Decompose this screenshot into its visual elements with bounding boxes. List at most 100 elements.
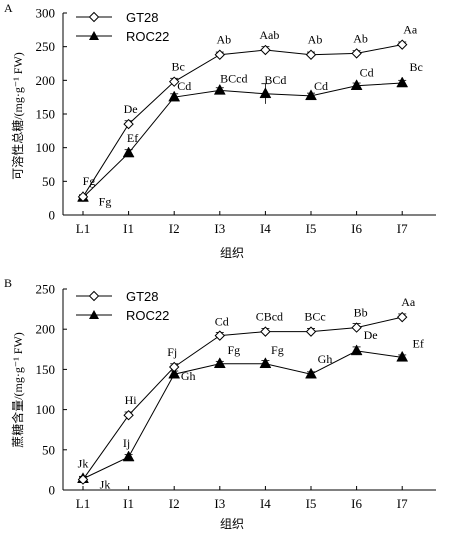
- data-label-roc22: Bc: [410, 60, 423, 74]
- point-gt28: [260, 44, 271, 56]
- y-tick-label: 50: [42, 174, 55, 189]
- panel-a-x-ticks: L1 I1 I2 I3 I4 I5 I6 I7: [76, 211, 408, 236]
- x-tick-label: I3: [214, 496, 225, 511]
- point-roc22: [213, 83, 226, 95]
- y-tick-label: 150: [36, 107, 56, 122]
- y-tick-label: 0: [49, 483, 56, 498]
- point-gt28: [168, 76, 180, 87]
- data-label-gt28: Cd: [215, 315, 229, 329]
- panel-a-point-labels: Fg Ef Cd BCcd BCd Cd Cd Bc Fg De Bc Ab Aab Ab Ab Aa: [83, 23, 423, 209]
- panel-a-letter: A: [4, 1, 13, 15]
- series-line-roc22: [82, 82, 403, 198]
- point-gt28: [305, 49, 317, 60]
- x-tick-label: L1: [76, 221, 90, 236]
- point-gt28: [396, 311, 408, 323]
- x-tick-label: I3: [214, 221, 225, 236]
- point-roc22: [259, 357, 272, 369]
- panel-a-y-ticks: 0 50 100 150 200 250 300: [36, 6, 67, 223]
- point-gt28: [214, 49, 226, 60]
- point-gt28: [305, 326, 317, 337]
- panel-b-letter: B: [4, 276, 12, 290]
- y-tick-label: 0: [49, 208, 56, 223]
- point-gt28: [260, 326, 271, 337]
- data-label-roc22: Ef: [127, 131, 138, 145]
- y-tick-label: 200: [36, 73, 56, 88]
- point-roc22: [122, 450, 135, 462]
- series-line-roc22: [82, 350, 403, 480]
- panel-b-x-title: 组织: [220, 517, 244, 531]
- data-label-roc22: Ef: [413, 336, 424, 350]
- y-tick-label: 100: [36, 402, 56, 417]
- data-label-roc22: Cd: [314, 79, 328, 93]
- panel-a-legend: GT28 ROC22: [76, 10, 169, 44]
- panel-b-axes: [62, 289, 436, 491]
- panel-a: A 0 50 100 150 200 250 300 L1 I1 I2 I3 I4 I5 I6 I7 Fg…: [4, 1, 436, 260]
- panel-b-series: [77, 311, 409, 485]
- data-label-roc22: Gh: [181, 369, 196, 383]
- data-label-gt28: Ab: [216, 33, 231, 47]
- x-tick-label: I7: [397, 221, 408, 236]
- data-label-gt28: Aab: [259, 28, 279, 42]
- panel-b-y-title: 蔗糖含量/(mg·g⁻¹ FW): [10, 332, 25, 448]
- x-tick-label: I7: [397, 496, 408, 511]
- point-roc22: [122, 146, 135, 158]
- data-label-gt28: Bb: [354, 306, 368, 320]
- point-gt28: [351, 322, 362, 333]
- point-roc22: [168, 90, 181, 102]
- data-label-roc22: Jk: [100, 478, 111, 492]
- data-label-gt28: Fj: [167, 345, 177, 359]
- panel-b-point-labels: Jk Ij Gh Fg Fg Gh De Ef Jk Hi Fj Cd CBcd BCc Bb Aa: [78, 295, 424, 492]
- x-tick-label: I1: [123, 496, 134, 511]
- point-roc22: [168, 367, 181, 379]
- data-label-gt28: De: [124, 102, 138, 116]
- panel-b: B 0 50 100 150 200 250 L1 I1 I2 I3 I4 I5 I6 I7 Jk Ij G…: [4, 276, 436, 531]
- point-roc22: [350, 79, 363, 90]
- point-gt28: [214, 330, 226, 341]
- y-tick-label: 300: [36, 6, 56, 21]
- data-label-gt28: Jk: [78, 457, 89, 471]
- point-roc22: [305, 89, 317, 101]
- point-roc22: [396, 350, 409, 362]
- panel-a-series: [77, 39, 409, 203]
- data-label-roc22: De: [364, 328, 378, 342]
- data-label-gt28: Hi: [125, 393, 138, 407]
- x-tick-label: I5: [306, 496, 317, 511]
- data-label-gt28: Ab: [308, 33, 323, 47]
- point-gt28: [123, 410, 134, 421]
- data-label-roc22: Cd: [177, 79, 191, 93]
- point-gt28: [168, 361, 180, 373]
- data-label-gt28: Ab: [353, 31, 368, 45]
- legend-a-gt28-label: GT28: [126, 10, 159, 25]
- y-tick-label: 100: [36, 140, 56, 155]
- x-tick-label: I2: [169, 221, 180, 236]
- x-tick-label: I2: [169, 496, 180, 511]
- y-tick-label: 250: [36, 282, 56, 297]
- panel-a-x-title: 组织: [220, 246, 244, 260]
- point-gt28: [77, 191, 89, 203]
- data-label-roc22: Gh: [318, 352, 333, 366]
- panel-a-y-title: 可溶性总糖/(mg·g⁻¹ FW): [10, 52, 25, 180]
- point-roc22: [350, 344, 363, 356]
- point-roc22: [396, 76, 409, 88]
- legend-b-roc22-label: ROC22: [126, 308, 169, 323]
- data-label-gt28: Fg: [83, 174, 96, 188]
- point-gt28: [396, 39, 408, 50]
- y-tick-label: 250: [36, 39, 56, 54]
- legend-a-gt28-marker: [88, 11, 100, 23]
- y-tick-label: 50: [42, 442, 55, 457]
- point-roc22: [305, 367, 317, 379]
- data-label-gt28: Aa: [403, 23, 418, 37]
- panel-b-y-ticks: 0 50 100 150 200 250: [36, 282, 67, 498]
- legend-a-roc22-label: ROC22: [126, 29, 169, 44]
- data-label-roc22: Fg: [271, 343, 284, 357]
- series-line-gt28: [82, 316, 403, 480]
- x-tick-label: I4: [260, 221, 271, 236]
- data-label-gt28: BCc: [304, 310, 325, 324]
- data-label-gt28: CBcd: [256, 310, 283, 324]
- data-label-gt28: Aa: [401, 295, 416, 309]
- legend-b-gt28-marker: [88, 290, 100, 302]
- legend-b-gt28-label: GT28: [126, 289, 159, 304]
- x-tick-label: I6: [351, 221, 362, 236]
- x-tick-label: I5: [306, 221, 317, 236]
